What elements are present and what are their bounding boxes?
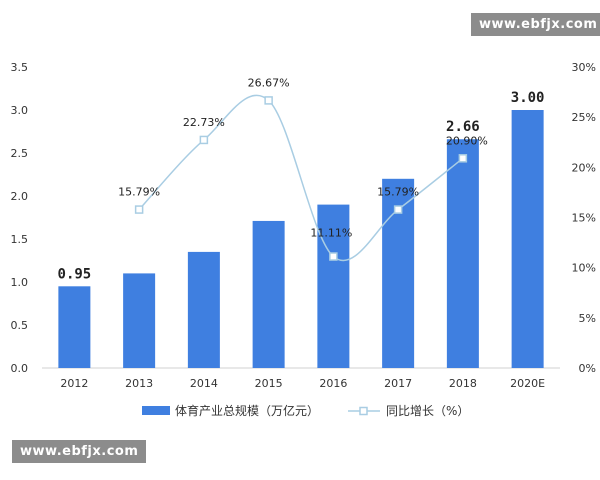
watermark-bottom: www.ebfjx.com [12,440,147,463]
right-axis-tick-label: 20% [572,161,596,174]
growth-data-label: 11.11% [310,227,352,240]
x-axis-tick-label: 2017 [384,377,412,390]
x-axis-tick-label: 2014 [190,377,218,390]
bar [446,139,479,368]
left-axis-tick-label: 0.5 [11,319,29,332]
growth-data-label: 20.90% [446,134,488,147]
left-axis-tick-label: 2.5 [11,147,29,160]
x-axis-tick-label: 2012 [60,377,88,390]
bar-data-label: 0.95 [58,266,92,282]
bar [58,286,91,368]
growth-data-label: 15.79% [118,186,160,199]
right-axis-tick-label: 10% [572,262,596,275]
x-axis-tick-label: 2020E [510,377,545,390]
left-axis-tick-label: 1.5 [11,233,29,246]
legend-swatch-bar [142,406,170,415]
bar [123,273,156,368]
growth-point [393,205,403,214]
bar [187,251,220,368]
growth-data-label: 15.79% [377,186,419,199]
left-axis-tick-label: 3.5 [11,61,29,74]
legend-swatch-marker [359,406,368,416]
left-axis-tick-label: 3.0 [11,104,29,117]
left-axis-tick-label: 2.0 [11,190,29,203]
right-axis-tick-label: 5% [579,312,596,325]
watermark-top: www.ebfjx.com [471,13,600,36]
x-axis-tick-label: 2018 [449,377,477,390]
right-axis-tick-label: 30% [572,61,596,74]
x-axis-tick-label: 2016 [319,377,347,390]
left-axis-tick-label: 0.0 [11,362,29,375]
x-axis-tick-label: 2015 [255,377,283,390]
bar [511,110,544,368]
growth-point [199,135,209,145]
growth-point [134,205,144,214]
growth-point [264,96,273,105]
growth-data-label: 22.73% [183,116,225,129]
bar-data-label: 3.00 [511,90,545,106]
growth-point [458,154,468,163]
legend-label-bar: 体育产业总规模（万亿元） [175,403,319,418]
legend-label-line: 同比增长（%） [386,404,469,418]
growth-data-label: 26.67% [248,76,290,89]
growth-point [329,252,338,261]
right-axis-tick-label: 0% [579,362,596,375]
left-axis-tick-label: 1.0 [11,276,29,289]
x-axis-tick-label: 2013 [125,377,153,390]
bar-data-label: 2.66 [446,119,480,135]
right-axis-tick-label: 25% [572,111,596,124]
bar [252,220,285,368]
bar [317,204,350,368]
right-axis-tick-label: 15% [572,212,596,225]
